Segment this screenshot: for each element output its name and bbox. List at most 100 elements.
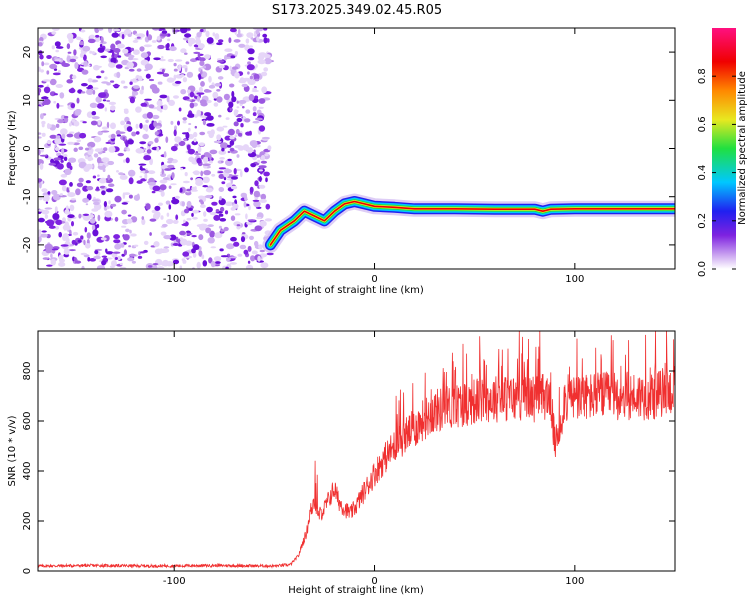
colorbar-ticks: 0.0 0.2 0.4 0.6 0.8 <box>697 68 736 277</box>
noise-blob <box>236 33 242 38</box>
noise-blob <box>161 30 168 35</box>
noise-blob <box>52 213 60 220</box>
noise-blob <box>73 257 77 262</box>
noise-blob <box>98 92 107 98</box>
noise-blob <box>140 102 148 107</box>
noise-blob <box>54 146 60 151</box>
noise-blob <box>179 265 183 269</box>
noise-blob <box>157 44 165 50</box>
noise-blob <box>259 198 267 203</box>
noise-blob <box>45 201 49 204</box>
noise-blob <box>259 220 267 227</box>
noise-blob <box>167 58 174 63</box>
noise-blob <box>199 223 208 229</box>
noise-blob <box>222 125 228 128</box>
noise-blob <box>129 96 135 104</box>
noise-blob <box>65 205 69 212</box>
noise-blob <box>129 81 133 85</box>
noise-blob <box>70 198 77 201</box>
noise-blob <box>38 197 43 201</box>
noise-blob <box>209 160 213 164</box>
noise-blob <box>163 235 172 240</box>
noise-blob <box>234 134 238 137</box>
noise-blob <box>113 48 117 52</box>
noise-blob <box>86 89 94 95</box>
noise-blob <box>153 120 158 128</box>
noise-blob <box>71 118 76 123</box>
noise-blob <box>167 164 175 169</box>
noise-blob <box>249 75 254 80</box>
noise-blob <box>251 143 257 148</box>
noise-blob <box>216 42 223 46</box>
noise-blob <box>253 200 261 208</box>
noise-blob <box>189 102 195 109</box>
noise-blob <box>246 221 253 226</box>
colorbar-tick-label: 0.0 <box>697 261 708 277</box>
noise-blob <box>39 154 48 157</box>
noise-blob <box>205 194 213 199</box>
noise-blob <box>156 266 165 269</box>
colorbar <box>712 28 736 269</box>
noise-blob <box>108 28 112 34</box>
noise-blob <box>82 214 91 221</box>
noise-blob <box>198 73 202 81</box>
colorbar-tick-label: 0.2 <box>697 213 708 229</box>
noise-blob <box>174 195 180 199</box>
noise-blob <box>185 61 190 65</box>
noise-blob <box>224 168 232 174</box>
noise-blob <box>256 216 262 220</box>
noise-blob <box>187 148 195 155</box>
noise-blob <box>86 186 94 191</box>
noise-blob <box>83 54 87 61</box>
noise-blob <box>158 202 163 206</box>
noise-blob <box>145 73 151 79</box>
noise-blob <box>130 47 135 52</box>
noise-blob <box>99 188 107 191</box>
noise-blob <box>234 51 238 56</box>
noise-blob <box>49 78 57 86</box>
noise-blob <box>144 173 148 180</box>
noise-blob <box>76 97 80 104</box>
noise-blob <box>261 86 268 94</box>
noise-blob <box>167 157 174 162</box>
noise-blob <box>54 59 62 62</box>
noise-blob <box>126 148 131 152</box>
noise-blob <box>202 260 208 267</box>
noise-blob <box>168 204 172 210</box>
noise-blob <box>248 57 255 61</box>
noise-blob <box>130 233 137 237</box>
noise-blob <box>170 183 177 186</box>
noise-blob <box>217 76 224 80</box>
noise-blob <box>72 231 79 236</box>
noise-blob <box>170 145 178 152</box>
noise-blob <box>97 28 104 31</box>
noise-blob <box>173 95 179 99</box>
noise-blob <box>219 206 225 212</box>
noise-blob <box>181 258 186 262</box>
noise-blob <box>249 235 254 240</box>
noise-blob <box>122 48 129 54</box>
noise-blob <box>133 217 138 222</box>
noise-region <box>38 28 275 269</box>
noise-blob <box>264 57 272 65</box>
noise-blob <box>221 147 225 152</box>
noise-blob <box>224 48 233 52</box>
noise-blob <box>96 186 100 191</box>
noise-blob <box>258 165 267 169</box>
noise-blob <box>253 73 260 81</box>
noise-blob <box>104 107 108 112</box>
noise-blob <box>200 28 204 33</box>
noise-blob <box>123 192 131 196</box>
noise-blob <box>40 147 44 153</box>
noise-blob <box>133 244 139 247</box>
noise-blob <box>154 131 159 136</box>
noise-blob <box>161 168 164 175</box>
noise-blob <box>53 157 62 161</box>
noise-blob <box>148 104 155 109</box>
noise-blob <box>232 195 237 199</box>
noise-blob <box>247 61 251 65</box>
noise-blob <box>40 69 44 73</box>
noise-blob <box>118 172 124 176</box>
noise-blob <box>193 170 200 176</box>
